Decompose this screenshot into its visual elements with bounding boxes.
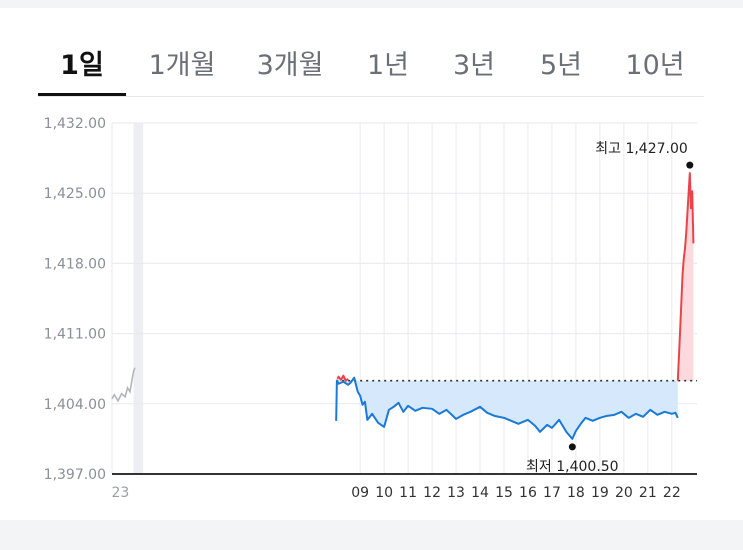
series-line-0	[335, 376, 679, 440]
tabs-divider	[38, 96, 704, 97]
active-tab-indicator	[38, 93, 126, 97]
x-tick-label: 10	[375, 485, 393, 501]
x-tick-label: 19	[591, 485, 609, 501]
x-tick-label: 20	[615, 485, 633, 501]
tab-3year[interactable]: 3년	[452, 49, 496, 81]
y-tick-label: 1,397.00	[44, 467, 106, 483]
x-tick-label: 23	[111, 485, 129, 501]
series-area-2	[677, 173, 694, 381]
tab-1year[interactable]: 1년	[366, 49, 410, 81]
series-line-1	[336, 374, 349, 382]
x-tick-label: 11	[399, 485, 417, 501]
previous-session-band	[133, 123, 144, 474]
tab-3month[interactable]: 3개월	[256, 49, 324, 81]
x-tick-label: 17	[543, 485, 561, 501]
y-tick-label: 1,404.00	[44, 397, 106, 413]
period-tabs: 1일 1개월 3개월 1년 3년 5년 10년	[0, 28, 743, 98]
low-marker	[568, 443, 576, 451]
tab-10year[interactable]: 10년	[625, 49, 685, 81]
x-tick-label: 22	[663, 485, 681, 501]
x-tick-label: 12	[423, 485, 441, 501]
low-label: 최저 1,400.50	[526, 459, 619, 475]
tab-1day[interactable]: 1일	[60, 49, 104, 81]
y-tick-label: 1,425.00	[44, 186, 106, 202]
series-area-0	[336, 377, 678, 439]
high-marker	[686, 161, 694, 169]
series-line-2	[676, 172, 695, 381]
x-tick-label: 21	[639, 485, 657, 501]
x-tick-label: 13	[447, 485, 465, 501]
x-tick-label: 15	[495, 485, 513, 501]
x-tick-label: 09	[351, 485, 369, 501]
previous-session-line	[111, 367, 136, 403]
high-label: 최고 1,427.00	[595, 141, 688, 157]
x-tick-label: 16	[519, 485, 537, 501]
tab-5year[interactable]: 5년	[539, 49, 583, 81]
y-tick-label: 1,418.00	[44, 256, 106, 272]
y-tick-label: 1,432.00	[44, 116, 106, 132]
tab-1month[interactable]: 1개월	[148, 49, 216, 81]
x-tick-label: 18	[567, 485, 585, 501]
y-tick-label: 1,411.00	[44, 327, 106, 343]
x-tick-label: 14	[471, 485, 489, 501]
